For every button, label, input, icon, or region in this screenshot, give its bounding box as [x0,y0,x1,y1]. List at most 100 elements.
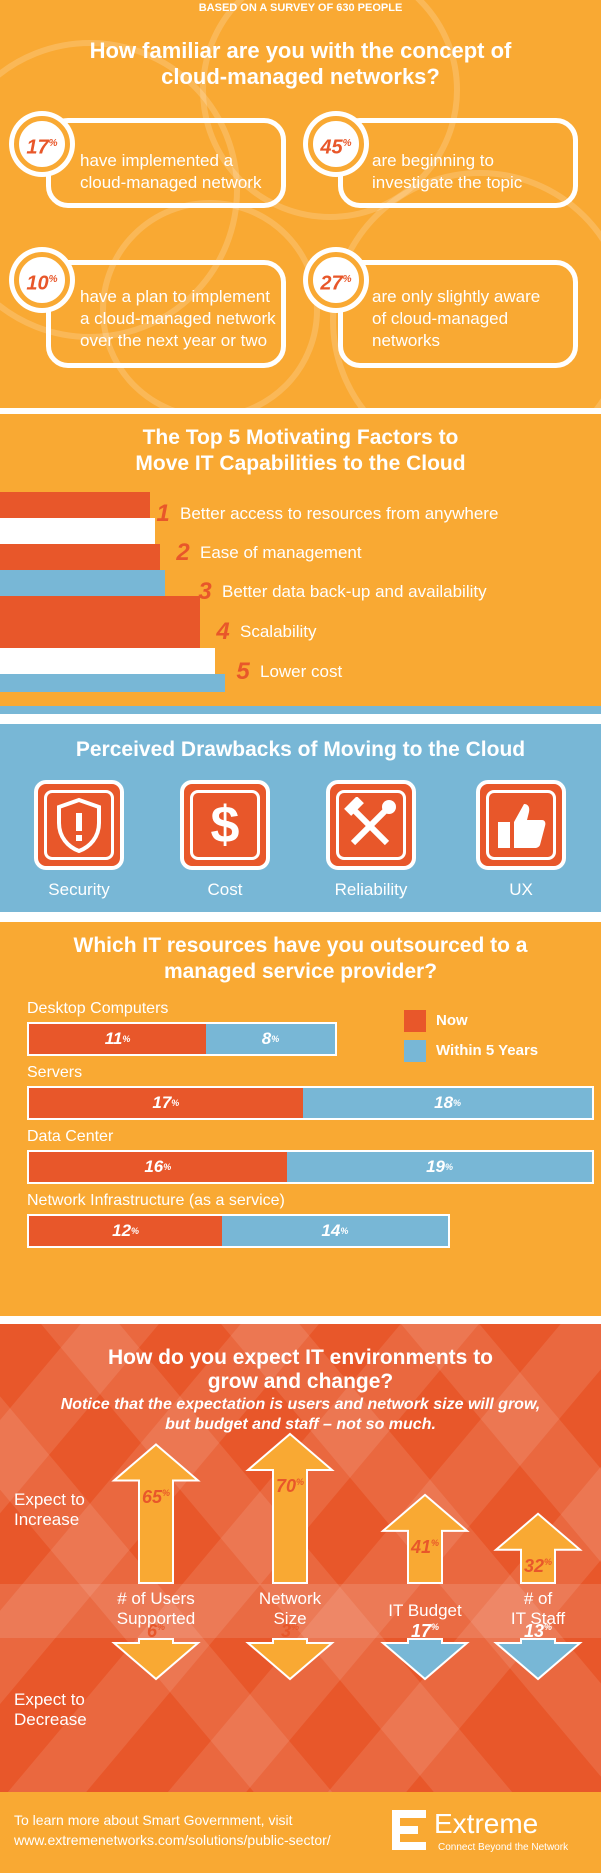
ux-card [476,780,566,870]
stripe [0,674,225,692]
drawbacks-section: Perceived Drawbacks of Moving to the Clo… [0,724,601,912]
cost-card: $ [180,780,270,870]
decrease-arrow [111,1638,201,1681]
familiarity-section: BASED ON A SURVEY OF 630 PEOPLE How fami… [0,0,601,408]
decrease-arrow [380,1638,470,1681]
stat-percent: 45% [308,116,364,172]
motivator-item: 1 Better access to resources from anywher… [156,500,499,527]
growth-note-line2: but budget and staff – not so much. [165,1416,436,1433]
brand-tagline: Connect Beyond the Network [438,1842,569,1853]
legend-swatch-now [404,1010,426,1032]
growth-column-label: Network Size [258,1589,322,1628]
growth-note-line1: Notice that the expectation is users and… [60,1396,541,1413]
decrease-label: Expect to Decrease [14,1690,87,1729]
decrease-arrow [493,1638,583,1681]
outsourced-row-label: Data Center [27,1128,114,1145]
drawback-label: UX [509,880,533,899]
stat-text: are beginning to investigate the topic [372,151,523,192]
bar-future: 19% [286,1152,593,1182]
shield-icon [57,797,101,853]
stat-percent: 27% [308,252,364,308]
legend-now: Now [436,1012,468,1029]
bar-future: 8% [206,1024,335,1054]
extreme-logo-icon [392,1810,426,1850]
bar-future: 14% [222,1216,448,1246]
stat-text: have a plan to implement a cloud-managed … [80,287,276,350]
motivator-item: 4 Scalability [216,618,317,645]
outsourced-bar: 11% 8% [27,1022,337,1056]
familiarity-title-line2: cloud-managed networks? [161,64,440,89]
bar-now: 11% [29,1024,207,1054]
stripe [0,544,160,570]
motivators-title-line1: The Top 5 Motivating Factors to [142,426,459,449]
bar-now: 16% [29,1152,287,1182]
stripe [0,570,165,596]
drawback-label: Security [48,880,110,899]
motivator-item: 5 Lower cost [236,658,343,685]
increase-label: Expect to Increase [14,1490,85,1529]
increase-arrow [245,1432,335,1584]
drawback-label: Reliability [334,880,408,899]
legend-future: Within 5 Years [436,1042,539,1059]
bar-future: 18% [302,1088,593,1118]
growth-arrows [111,1432,583,1681]
growth-title-line2: grow and change? [207,1370,394,1393]
stat-text: are only slightly aware of cloud-managed n… [372,287,541,350]
familiarity-title-line1: How familiar are you with the concept of [89,38,512,63]
dollar-icon: $ [210,796,240,854]
legend-swatch-future [404,1040,426,1062]
footer-link[interactable]: www.extremenetworks.com/solutions/public… [14,1832,331,1848]
motivator-item: 2 Ease of management [176,539,362,566]
stat-box [46,260,286,368]
outsourced-title-line2: managed service provider? [163,960,438,983]
outsourced-bar: 16% 19% [27,1150,595,1184]
growth-title-line1: How do you expect IT environments to [107,1346,494,1369]
footer: To learn more about Smart Government, vi… [0,1792,601,1873]
outsourced-section: Which IT resources have you outsourced t… [0,922,601,1316]
stat-percent: 10% [14,252,70,308]
outsourced-title-line1: Which IT resources have you outsourced t… [73,934,528,957]
thumbs-up-icon [498,804,546,848]
stat-percent: 17% [14,116,70,172]
decrease-percent: 13% [523,1621,553,1641]
increase-percent: 70% [275,1476,305,1496]
stat-text: have implemented a cloud-managed network [80,151,262,192]
tools-icon [344,797,396,846]
security-card [34,780,124,870]
bar-now: 17% [29,1088,303,1118]
stripe [0,492,150,518]
outsourced-row-label: Servers [27,1064,83,1081]
outsourced-bar: 17% 18% [27,1086,595,1120]
divider [0,706,601,714]
growth-column-label: # of IT Staff [510,1589,566,1628]
decrease-percent: 3% [280,1621,300,1641]
stripe [0,648,215,674]
decrease-arrow [245,1638,335,1681]
label-band [0,1584,601,1638]
drawbacks-title: Perceived Drawbacks of Moving to the Clo… [75,738,526,761]
increase-percent: 32% [523,1555,553,1576]
motivators-title-line2: Move IT Capabilities to the Cloud [135,452,466,475]
decrease-percent: 6% [146,1621,166,1641]
increase-arrow [493,1512,583,1584]
increase-percent: 41% [410,1536,440,1557]
outsourced-row-label: Desktop Computers [27,1000,169,1017]
reliability-card [326,780,416,870]
stripe [0,518,155,544]
outsourced-row-label: Network Infrastructure (as a service) [27,1192,285,1209]
survey-banner: BASED ON A SURVEY OF 630 PEOPLE [198,2,403,14]
increase-arrow [380,1493,470,1584]
footer-line1: To learn more about Smart Government, vi… [14,1812,293,1828]
increase-percent: 65% [141,1486,171,1507]
drawback-label: Cost [207,880,243,899]
outsourced-bar: 12% 14% [27,1214,450,1248]
stripe [0,596,200,648]
brand-name: Extreme [434,1808,539,1839]
growth-column-label: # of Users Supported [116,1589,196,1628]
increase-arrow [111,1443,201,1584]
decorative-circle [200,0,460,220]
growth-column-label: IT Budget [388,1601,462,1620]
motivator-item: 3 Better data back-up and availability [198,578,487,605]
stat-box [338,260,578,368]
growth-section: How do you expect IT environments to gro… [0,1324,601,1792]
